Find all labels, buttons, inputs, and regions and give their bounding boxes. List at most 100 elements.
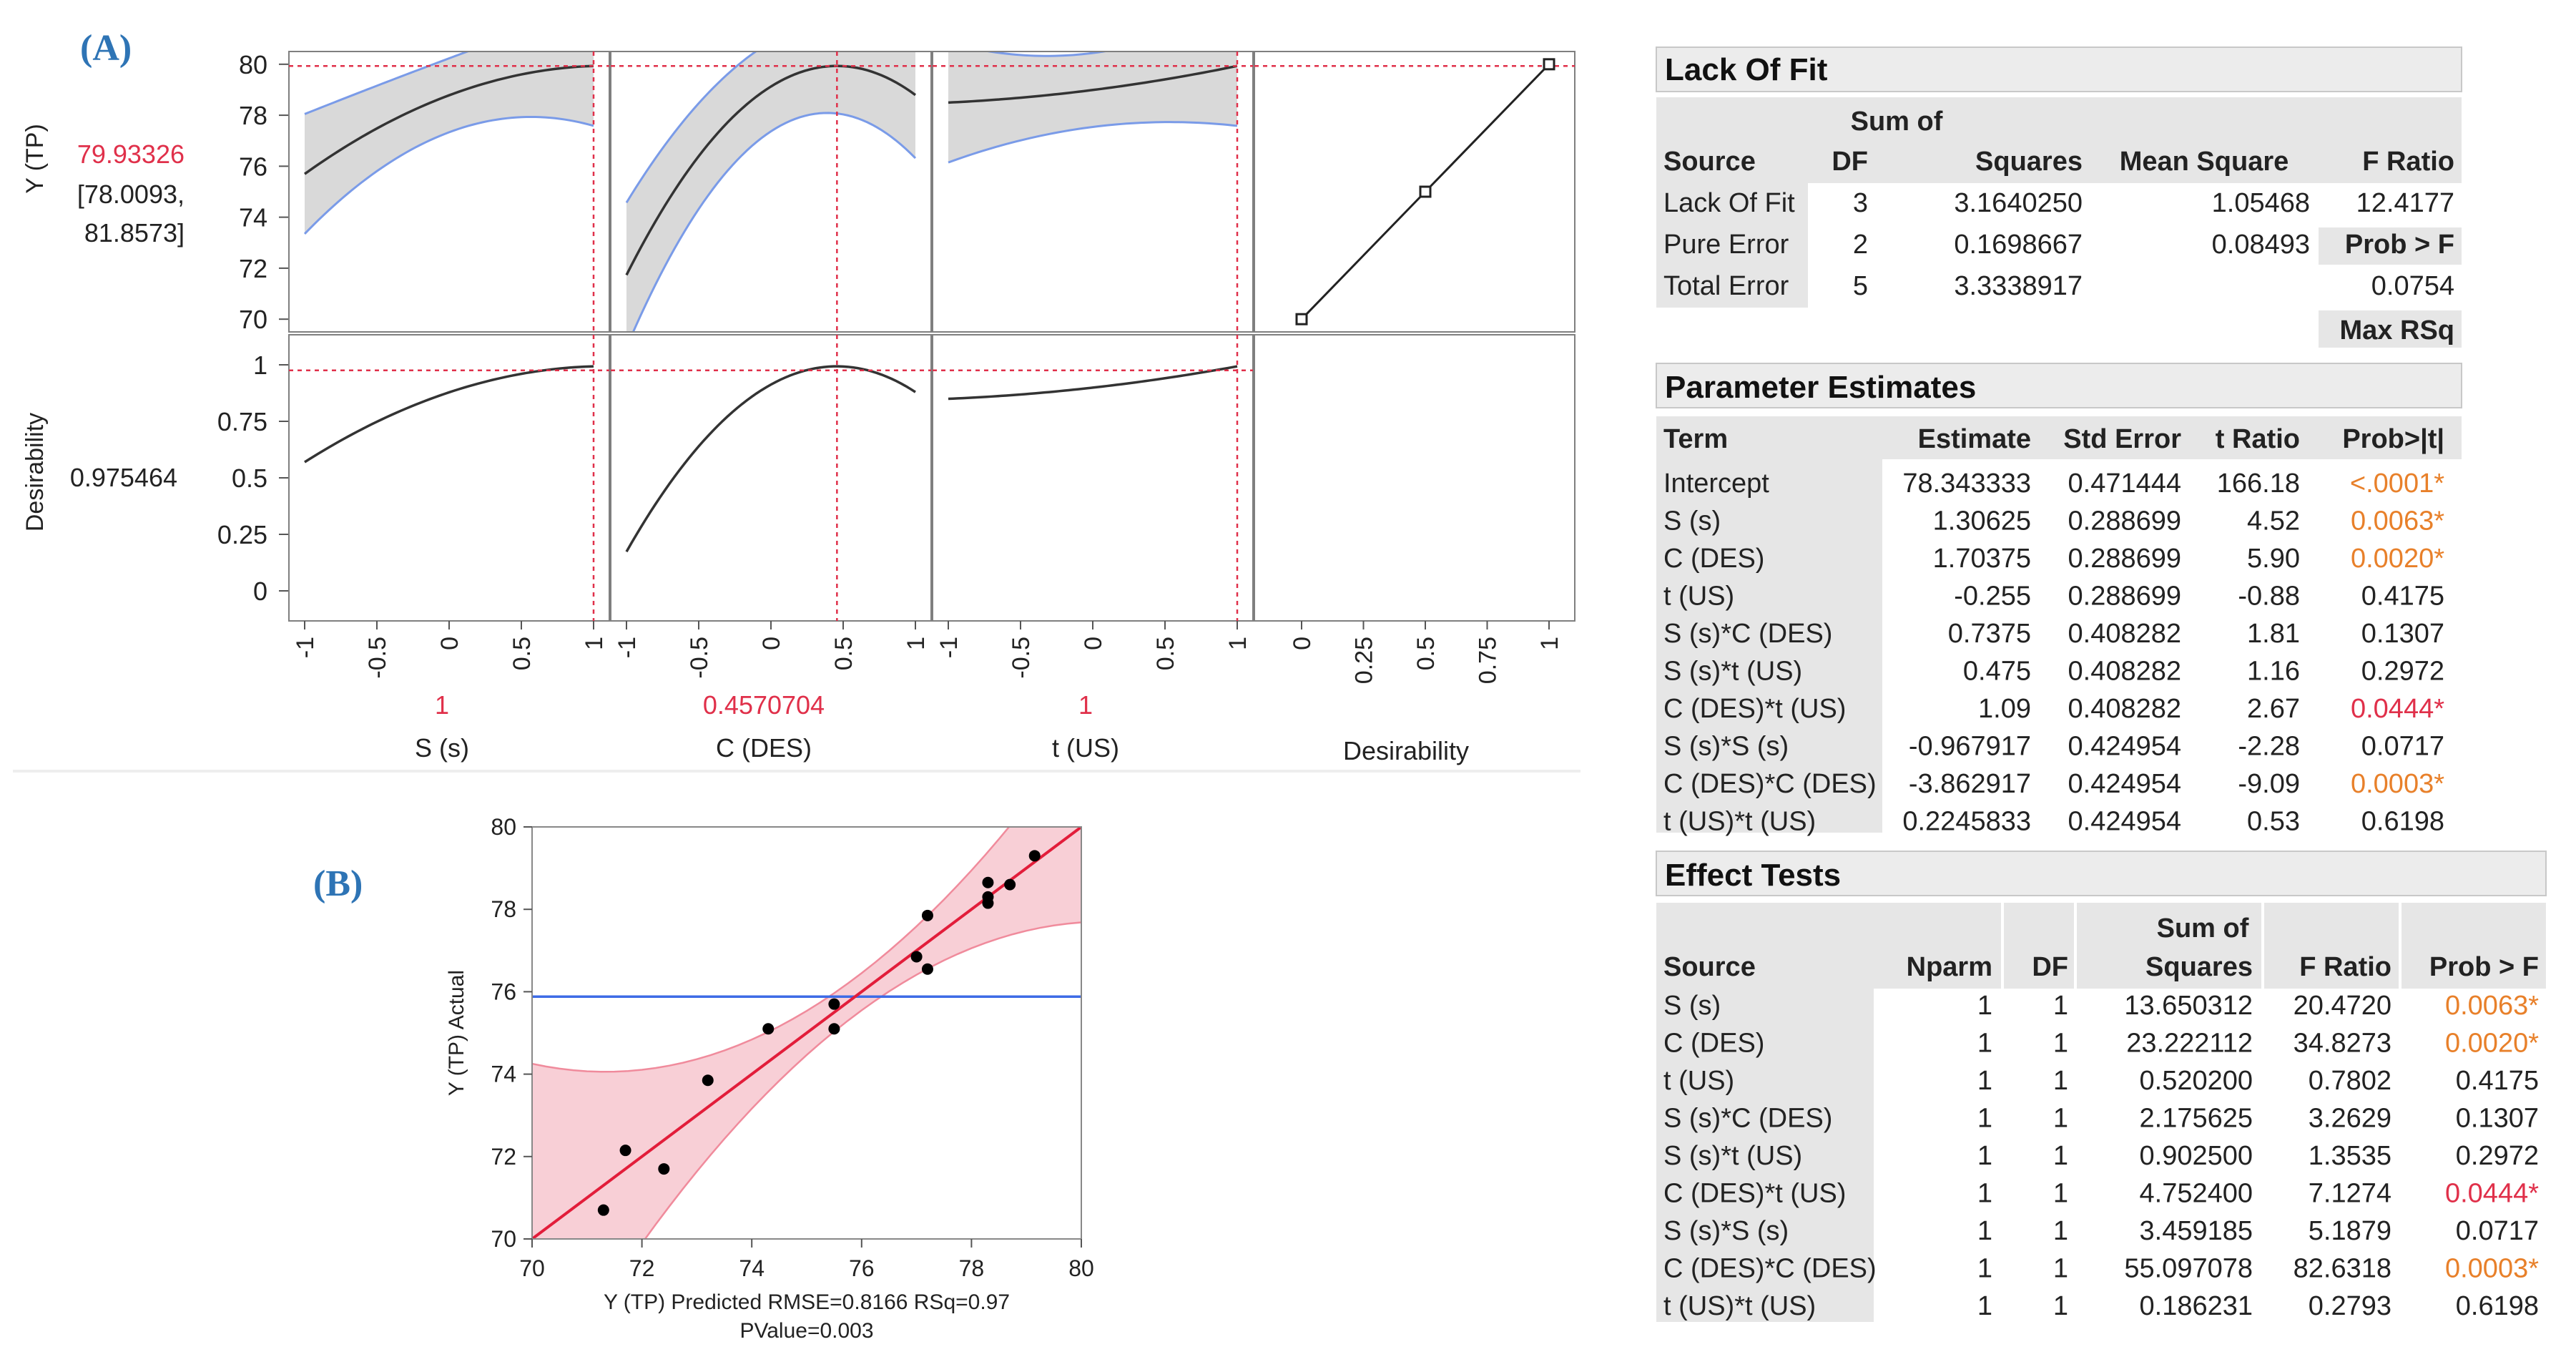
et-header-row	[1874, 903, 2546, 989]
pe-std-error: 0.288699	[2068, 582, 2182, 612]
pe-row: C (DES)*C (DES) -3.862917 0.424954 -9.09 0.0…	[1663, 769, 2444, 799]
pe-std-error: 0.424954	[2068, 732, 2182, 762]
factor-current-s: 1	[435, 690, 449, 720]
lof-title-bar	[1656, 46, 2462, 92]
pe-estimate: 0.2245833	[1902, 807, 2031, 837]
lof-row: Lack Of Fit 3 3.1640250 1.05468 12.4177	[1663, 188, 2454, 218]
et-ss: 3.459185	[2140, 1216, 2253, 1246]
et-h-source: Source	[1663, 952, 1756, 982]
profiler-ci-upper-s	[304, 52, 469, 115]
bivar-ci-lower	[644, 921, 1081, 1238]
et-ss: 0.186231	[2140, 1291, 2253, 1321]
lof-f: 12.4177	[2356, 188, 2454, 218]
lof-f: Prob > F	[2345, 230, 2454, 260]
pe-h-t: t Ratio	[2216, 424, 2300, 454]
factor-current-c: 0.4570704	[703, 690, 825, 720]
bivar-point	[1004, 878, 1016, 891]
profiler-ci-lower-s	[303, 115, 594, 235]
profiler-desirability-curve-t	[948, 365, 1238, 401]
pe-title-bar	[1656, 363, 2462, 408]
bivar-ci-upper	[533, 828, 1010, 1073]
lof-df: 3	[1853, 188, 1868, 218]
bivar-x-tick-label: 80	[1068, 1255, 1094, 1281]
et-source: C (DES)	[1663, 1029, 1764, 1059]
profiler-x-tick-label: 1	[903, 637, 930, 650]
pe-p-value: 0.1307	[2361, 619, 2444, 649]
profiler-cell-d-3	[932, 334, 1254, 622]
et-df: 1	[2053, 1179, 2068, 1209]
et-nparm: 1	[1977, 1104, 1992, 1134]
profiler-d-tick-label: 0	[253, 577, 267, 606]
et-df: 1	[2053, 1104, 2068, 1134]
profiler-d-value: 0.975464	[70, 463, 177, 492]
et-p-value: 0.0444*	[2445, 1179, 2539, 1209]
pe-row: Intercept 78.343333 0.471444 166.18 <.0001*	[1663, 469, 2444, 499]
pe-title: Parameter Estimates	[1665, 370, 1976, 405]
profiler-x-tick-label: -1	[292, 637, 319, 658]
bivar-y-tick-label: 72	[491, 1144, 516, 1170]
effect-tests-table: Effect Tests Sum of Source Nparm DF Squa…	[1656, 851, 2547, 1322]
et-row: t (US) 1 1 0.520200 0.7802 0.4175	[1663, 1066, 2539, 1096]
profiler-ci-lower-c	[632, 112, 917, 331]
desirability-x-tick-label: 0.25	[1351, 637, 1378, 684]
profiler-d-axis: 1 0.75 0.5 0.25 0	[217, 351, 289, 606]
lof-max-rsq: Max RSq	[2340, 315, 2454, 346]
et-title: Effect Tests	[1665, 858, 1841, 893]
bivar-pvalue: PValue=0.003	[739, 1319, 873, 1343]
pe-std-error: 0.424954	[2068, 769, 2182, 799]
et-p-value: 0.0063*	[2445, 991, 2539, 1021]
lof-h-ss1: Sum of	[1851, 107, 1943, 137]
lof-h-ss2: Squares	[1975, 147, 2083, 177]
pe-t-ratio: 166.18	[2217, 469, 2300, 499]
lof-ss: 0.1698667	[1954, 230, 2083, 260]
profiler-x-tick-label: -1	[935, 637, 963, 658]
profiler-y-tick-label: 76	[239, 152, 267, 181]
pe-estimate: -0.967917	[1909, 732, 2031, 762]
desirability-x-tick-label: 0.5	[1412, 637, 1440, 670]
desirability-handle	[1419, 185, 1432, 198]
et-nparm: 1	[1977, 1066, 1992, 1096]
lof-ms: 0.08493	[2212, 230, 2310, 260]
pe-term: t (US)*t (US)	[1663, 807, 1816, 837]
pe-term: Intercept	[1663, 469, 1769, 499]
pe-std-error: 0.471444	[2068, 469, 2182, 499]
et-df: 1	[2053, 991, 2068, 1021]
profiler-x-tick-label: 0.5	[1152, 637, 1179, 670]
lof-source-col	[1656, 97, 1808, 308]
profiler-cell-d-2	[610, 334, 932, 622]
pe-term: t (US)	[1663, 582, 1734, 612]
et-ss: 2.175625	[2140, 1104, 2253, 1134]
profiler-d-tick-label: 0.5	[232, 464, 267, 493]
et-source: S (s)*C (DES)	[1663, 1104, 1832, 1134]
profiler-d-tick-label: 0.25	[217, 520, 267, 549]
prediction-profiler: Y (TP) 79.93326 [78.0093, 81.8573] Desir…	[21, 50, 1575, 765]
et-f-ratio: 7.1274	[2309, 1179, 2391, 1209]
profiler-x-axes: -1 -0.5 0 0.5 1 -1 -0.5 0 0.5 1 -1 -0.5 0 0.5 1 0 0.25 0.…	[292, 621, 1563, 684]
profiler-cell-y-4	[1254, 51, 1575, 333]
pe-row: S (s)*S (s) -0.967917 0.424954 -2.28 0.0717	[1663, 732, 2444, 762]
lof-row: Total Error 5 3.3338917 0.0754	[1663, 271, 2454, 301]
et-row: S (s)*C (DES) 1 1 2.175625 3.2629 0.1307	[1663, 1104, 2539, 1134]
et-p-value: 0.2972	[2456, 1141, 2539, 1171]
et-df: 1	[2053, 1066, 2068, 1096]
et-source: S (s)*t (US)	[1663, 1141, 1802, 1171]
et-f-ratio: 3.2629	[2309, 1104, 2391, 1134]
profiler-cell-d-1	[288, 334, 610, 622]
pe-p-value: 0.0444*	[2351, 694, 2444, 724]
profiler-x-tick-label: -0.5	[686, 637, 713, 679]
lof-h-f: F Ratio	[2362, 147, 2454, 177]
pe-h-std: Std Error	[2063, 424, 2181, 454]
profiler-d-label: Desirability	[21, 413, 49, 531]
pe-t-ratio: -0.88	[2238, 582, 2300, 612]
pe-std-error: 0.424954	[2068, 807, 2182, 837]
et-f-ratio: 1.3535	[2309, 1141, 2391, 1171]
factor-label-c: C (DES)	[716, 733, 812, 763]
parameter-estimates-table: Parameter Estimates Term Estimate Std Er…	[1656, 363, 2462, 837]
profiler-y-ci-high: 81.8573]	[84, 218, 185, 248]
profiler-ci-upper-t	[987, 52, 1106, 57]
et-row: C (DES)*C (DES) 1 1 55.097078 82.6318 0.0003*	[1663, 1254, 2539, 1284]
lof-source: Total Error	[1663, 271, 1789, 301]
profiler-x-tick-label: 0	[758, 637, 785, 650]
et-f-ratio: 20.4720	[2294, 991, 2391, 1021]
et-nparm: 1	[1977, 1179, 1992, 1209]
